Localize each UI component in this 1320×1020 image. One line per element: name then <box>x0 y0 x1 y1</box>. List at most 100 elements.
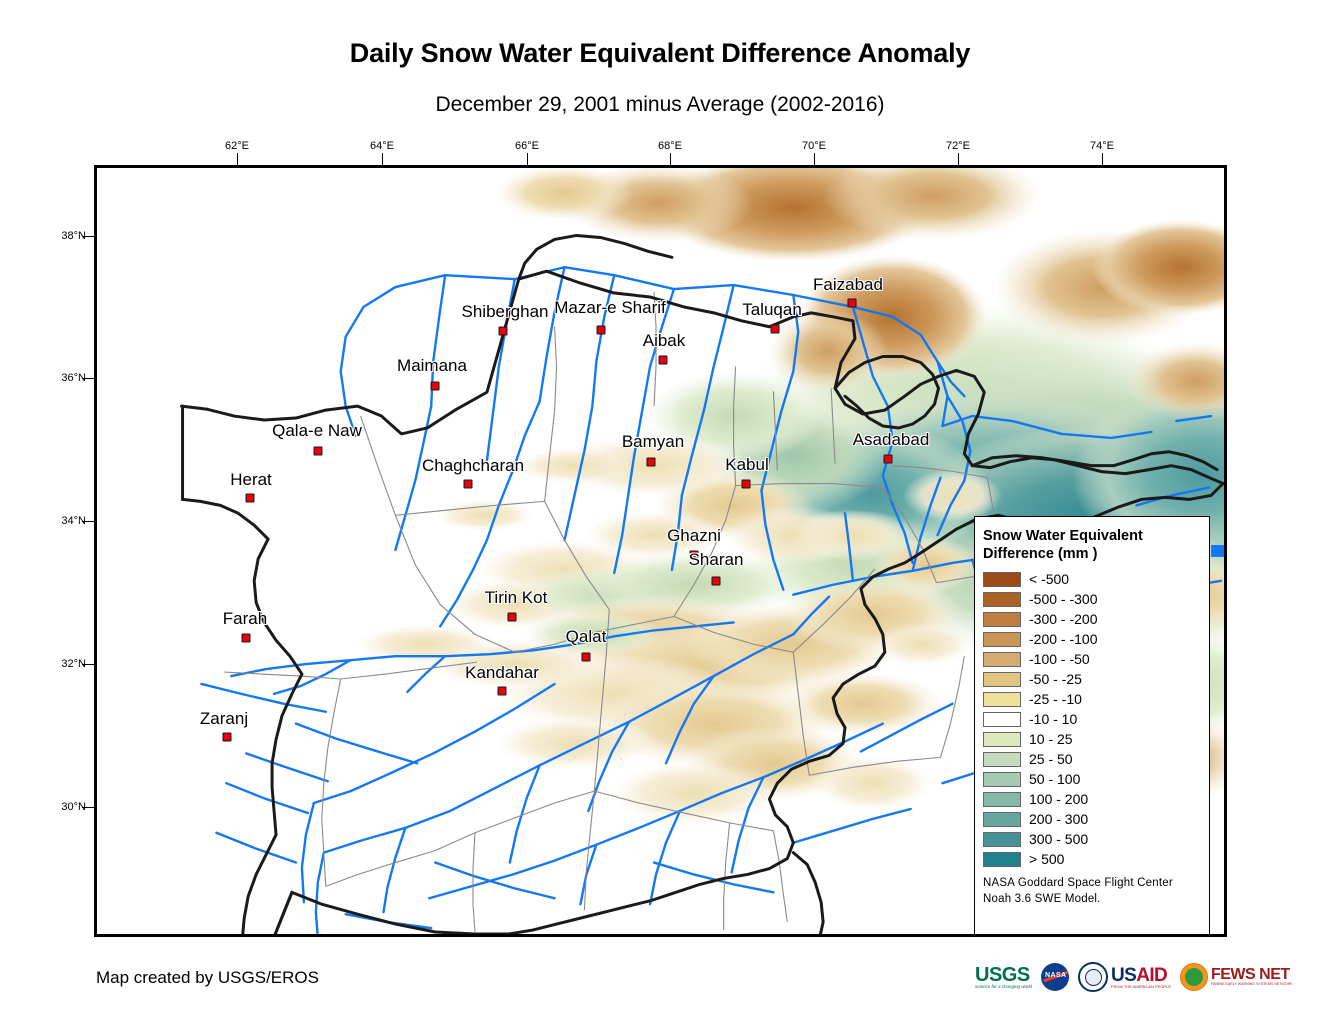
city-label: Herat <box>230 470 272 489</box>
legend-range-label: 100 - 200 <box>1029 791 1089 808</box>
city-marker-icon[interactable] <box>646 457 656 467</box>
lon-tick-mark <box>237 153 238 165</box>
legend-color-swatch <box>983 651 1021 667</box>
legend-color-swatch <box>983 731 1021 747</box>
lat-tick-label: 34°N <box>61 515 86 527</box>
legend-row: 300 - 500 <box>983 829 1201 849</box>
fews-globe-inner-icon <box>1184 968 1203 986</box>
city-marker-icon[interactable] <box>430 381 440 391</box>
legend-row: 200 - 300 <box>983 809 1201 829</box>
city-marker-icon[interactable] <box>463 479 473 489</box>
map-credit: Map created by USGS/EROS <box>96 968 319 987</box>
city-marker-icon[interactable] <box>313 446 323 456</box>
legend-row: -50 - -25 <box>983 669 1201 689</box>
legend-range-label: -300 - -200 <box>1029 611 1098 628</box>
city-marker-icon[interactable] <box>507 612 517 622</box>
lon-tick-label: 66°E <box>515 140 539 152</box>
city-marker-icon[interactable] <box>498 326 508 336</box>
legend-color-swatch <box>983 671 1021 687</box>
lon-tick-mark <box>958 153 959 165</box>
city-marker-icon[interactable] <box>222 732 232 742</box>
legend-range-label: -10 - 10 <box>1029 711 1078 728</box>
river-network <box>200 266 1224 934</box>
legend-row: 50 - 100 <box>983 769 1201 789</box>
lat-tick-mark <box>82 807 94 808</box>
legend-color-swatch <box>983 631 1021 647</box>
fews-globe-icon <box>1179 963 1208 991</box>
fews-net-logo-text: FEWS NET <box>1210 966 1290 984</box>
legend-range-label: 25 - 50 <box>1029 751 1073 768</box>
usaid-logo: USAID FROM THE AMERICAN PEOPLE <box>1078 961 1171 993</box>
city-marker-icon[interactable] <box>741 479 751 489</box>
usaid-logo-tagline: FROM THE AMERICAN PEOPLE <box>1111 983 1171 989</box>
usgs-logo-text: USGS <box>975 963 1030 986</box>
lon-tick-label: 74°E <box>1090 140 1114 152</box>
legend-color-swatch <box>983 811 1021 827</box>
legend-row: -500 - -300 <box>983 589 1201 609</box>
nasa-meatball-icon: NASA <box>1041 963 1070 991</box>
lat-tick-mark <box>82 236 94 237</box>
legend-range-label: -500 - -300 <box>1029 591 1098 608</box>
city-marker-icon[interactable] <box>497 686 507 696</box>
legend-range-label: 10 - 25 <box>1029 731 1073 748</box>
legend-row: -200 - -100 <box>983 629 1201 649</box>
lon-tick-mark <box>382 153 383 165</box>
city-label: Maimana <box>397 356 467 375</box>
page-title: Daily Snow Water Equivalent Difference A… <box>349 38 971 68</box>
legend-range-label: < -500 <box>1029 571 1070 588</box>
legend-row: 10 - 25 <box>983 729 1201 749</box>
legend-range-label: -100 - -50 <box>1029 651 1090 668</box>
legend-color-swatch <box>983 771 1021 787</box>
legend-range-label: > 500 <box>1029 851 1065 868</box>
legend-color-swatch <box>983 571 1021 587</box>
usaid-seal-inner-icon <box>1084 968 1102 986</box>
legend-range-label: -200 - -100 <box>1029 631 1098 648</box>
city-label: Chaghcharan <box>421 456 525 475</box>
lon-tick-mark <box>814 153 815 165</box>
city-marker-icon[interactable] <box>241 633 251 643</box>
city-label: Kabul <box>725 455 769 474</box>
legend-source-note: NASA Goddard Space Flight Center Noah 3.… <box>983 877 1173 905</box>
legend-items: < -500 -500 - -300 -300 - -200 -200 - -100 -… <box>983 569 1201 869</box>
lat-tick-mark <box>82 664 94 665</box>
lat-tick-label: 38°N <box>61 230 86 242</box>
city-label: Mazar-e Sharif <box>554 298 666 317</box>
city-label: Farah <box>222 609 268 628</box>
lon-tick-label: 64°E <box>370 140 394 152</box>
legend-color-swatch <box>983 591 1021 607</box>
legend-row: -300 - -200 <box>983 609 1201 629</box>
city-label: Sharan <box>688 550 744 569</box>
usaid-seal-icon <box>1078 962 1109 992</box>
legend-row: 100 - 200 <box>983 789 1201 809</box>
city-label: Ghazni <box>667 526 721 545</box>
city-marker-icon[interactable] <box>245 493 255 503</box>
lat-tick-label: 32°N <box>61 658 86 670</box>
usaid-logo-text: USAID <box>1111 964 1168 986</box>
city-marker-icon[interactable] <box>847 298 857 308</box>
legend-row: < -500 <box>983 569 1201 589</box>
legend-row: > 500 <box>983 849 1201 869</box>
nasa-logo-text: NASA <box>1045 972 1067 979</box>
nasa-logo: NASA <box>1041 961 1070 993</box>
city-label: Kandahar <box>465 663 539 682</box>
city-marker-icon[interactable] <box>770 324 780 334</box>
legend-row: 25 - 50 <box>983 749 1201 769</box>
city-marker-icon[interactable] <box>581 652 591 662</box>
city-marker-icon[interactable] <box>711 576 721 586</box>
usgs-logo: USGS science for a changing world <box>975 961 1032 993</box>
city-marker-icon[interactable] <box>883 454 893 464</box>
lon-tick-label: 68°E <box>658 140 682 152</box>
lat-tick-label: 36°N <box>61 372 86 384</box>
map-legend: Snow Water Equivalent Difference (mm ) <… <box>974 516 1210 935</box>
city-marker-icon[interactable] <box>596 325 606 335</box>
usgs-logo-tagline: science for a changing world <box>975 983 1033 989</box>
city-marker-icon[interactable] <box>658 355 668 365</box>
country-borders <box>180 233 1224 934</box>
legend-range-label: -50 - -25 <box>1029 671 1082 688</box>
legend-range-label: 50 - 100 <box>1029 771 1081 788</box>
city-marker-icon[interactable] <box>689 550 699 560</box>
legend-range-label: -25 - -10 <box>1029 691 1082 708</box>
city-label: Asadabad <box>852 430 930 449</box>
city-label: Qalat <box>565 627 607 646</box>
legend-row: -100 - -50 <box>983 649 1201 669</box>
